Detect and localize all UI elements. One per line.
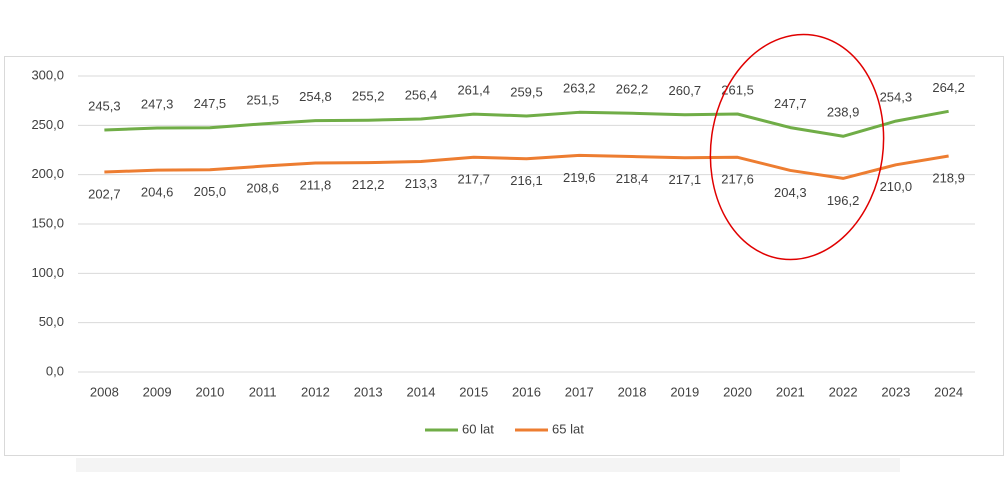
highlight-ellipse: [709, 33, 885, 261]
data-label: 260,7: [669, 83, 702, 98]
x-tick-label: 2015: [459, 384, 488, 399]
x-tick-label: 2018: [618, 384, 647, 399]
data-label: 262,2: [616, 82, 649, 97]
x-tick-label: 2014: [407, 384, 436, 399]
y-tick-label: 0,0: [46, 363, 64, 378]
x-tick-label: 2010: [195, 384, 224, 399]
x-tick-label: 2021: [776, 384, 805, 399]
data-label: 261,4: [457, 83, 490, 98]
data-label: 211,8: [300, 177, 332, 192]
x-tick-label: 2017: [565, 384, 594, 399]
data-label: 254,3: [880, 90, 913, 105]
data-label: 216,1: [510, 173, 543, 188]
x-tick-label: 2009: [143, 384, 172, 399]
data-label: 217,1: [669, 172, 702, 187]
series-line: [104, 153, 949, 180]
y-tick-label: 150,0: [31, 215, 64, 230]
data-label: 247,3: [141, 96, 174, 111]
x-tick-label: 2019: [670, 384, 699, 399]
data-label: 196,2: [827, 193, 860, 208]
data-label: 261,5: [721, 82, 754, 97]
data-label: 245,3: [88, 98, 121, 113]
data-label: 212,2: [352, 177, 385, 192]
x-tick-label: 2023: [881, 384, 910, 399]
data-label: 254,8: [299, 89, 332, 104]
y-tick-label: 100,0: [31, 265, 64, 280]
data-label: 210,0: [880, 179, 913, 194]
data-label: 202,7: [88, 186, 121, 201]
x-tick-label: 2020: [723, 384, 752, 399]
x-tick-label: 2022: [829, 384, 858, 399]
data-label: 263,2: [563, 81, 596, 96]
data-label: 247,5: [194, 96, 227, 111]
data-label: 217,6: [721, 172, 754, 187]
y-tick-label: 200,0: [31, 166, 64, 181]
data-label: 247,7: [774, 96, 807, 111]
data-label: 219,6: [563, 170, 596, 185]
x-tick-label: 2013: [354, 384, 383, 399]
data-label: 251,5: [246, 92, 279, 107]
data-label: 264,2: [932, 80, 965, 95]
x-tick-label: 2024: [934, 384, 963, 399]
data-label: 204,3: [774, 185, 807, 200]
x-tick-label: 2008: [90, 384, 119, 399]
y-tick-label: 300,0: [31, 67, 64, 82]
data-label: 204,6: [141, 185, 174, 200]
y-tick-label: 50,0: [39, 314, 64, 329]
data-label: 217,7: [457, 172, 490, 187]
x-tick-label: 2011: [249, 384, 277, 399]
series-line: [104, 109, 949, 138]
data-label: 238,9: [827, 105, 860, 120]
data-label: 255,2: [352, 89, 385, 104]
data-label: 213,3: [405, 176, 438, 191]
legend-label: 65 lat: [552, 421, 584, 436]
data-label: 259,5: [510, 84, 543, 99]
data-label: 218,4: [616, 171, 649, 186]
data-label: 205,0: [194, 184, 227, 199]
y-tick-label: 250,0: [31, 117, 64, 132]
data-label: 256,4: [405, 87, 438, 102]
data-label: 218,9: [932, 170, 965, 185]
chart-border: [4, 56, 1004, 456]
x-tick-label: 2016: [512, 384, 541, 399]
footer-band: [76, 458, 900, 472]
plot-area: 0,0 50,0 100,0 150,0 200,0 250,0 300,0 2008 2009…: [31, 67, 975, 436]
legend-label: 60 lat: [462, 421, 494, 436]
x-tick-label: 2012: [301, 384, 330, 399]
data-label: 208,6: [246, 181, 279, 196]
